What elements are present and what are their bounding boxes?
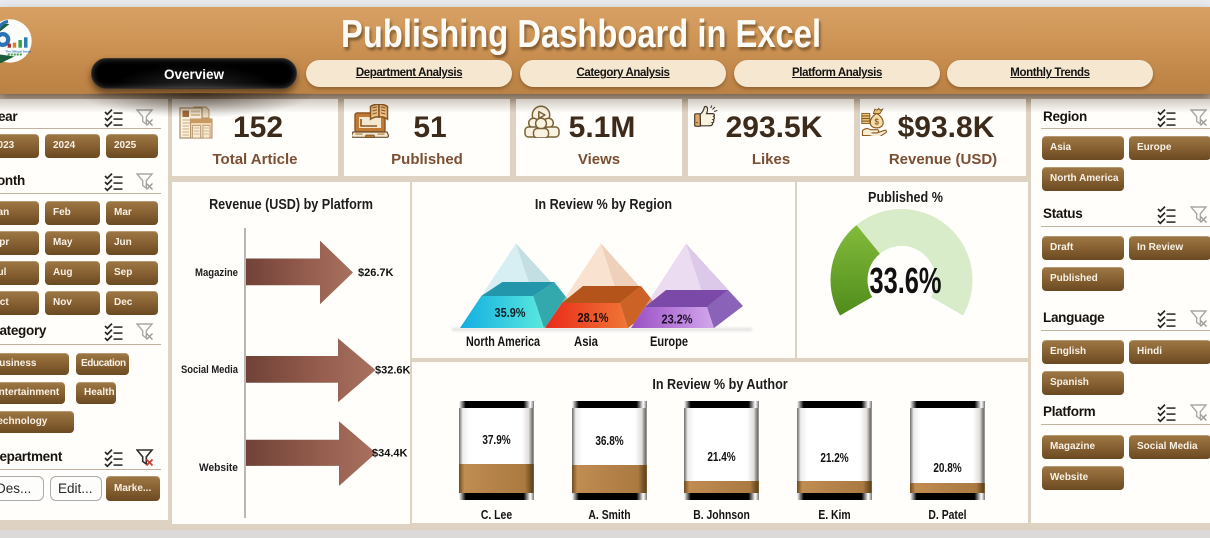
- svg-text:Asia: Asia: [574, 334, 598, 349]
- svg-text:The Official Smart: The Official Smart: [6, 50, 32, 54]
- svg-text:$: $: [874, 118, 879, 127]
- svg-text:North America: North America: [466, 334, 540, 349]
- svg-text:33.6%: 33.6%: [870, 260, 942, 301]
- svg-text:23.2%: 23.2%: [662, 312, 693, 327]
- svg-text:Europe: Europe: [650, 334, 688, 349]
- svg-text:Social Media: Social Media: [181, 364, 239, 376]
- svg-text:Website: Website: [199, 462, 238, 474]
- svg-text:Magazine: Magazine: [195, 267, 238, 279]
- svg-text:$26.7K: $26.7K: [358, 267, 394, 279]
- svg-text:35.9%: 35.9%: [495, 305, 526, 320]
- svg-text:28.1%: 28.1%: [578, 310, 609, 325]
- svg-text:$34.4K: $34.4K: [372, 448, 408, 460]
- svg-text:$32.6K: $32.6K: [375, 365, 410, 377]
